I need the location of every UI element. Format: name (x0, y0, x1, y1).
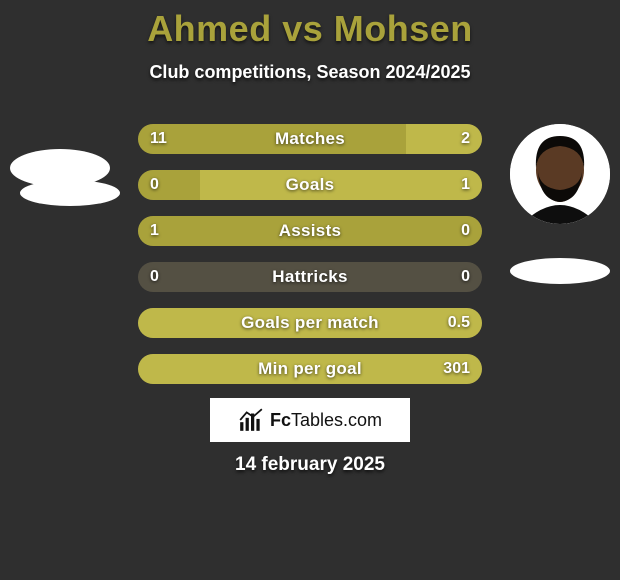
stat-row: Hattricks0 0 (138, 262, 482, 292)
stat-value-left: 1 (150, 216, 159, 246)
stat-label: Assists (138, 216, 482, 246)
stat-value-right: 0.5 (448, 308, 470, 338)
vs-word: vs (282, 8, 323, 49)
player-right-name: Mohsen (334, 8, 473, 49)
logo-text-c: .com (343, 410, 382, 430)
stat-value-left: 11 (150, 124, 167, 154)
stat-label: Hattricks (138, 262, 482, 292)
stat-label: Goals per match (138, 308, 482, 338)
stat-row: Goals0 1 (138, 170, 482, 200)
subtitle: Club competitions, Season 2024/2025 (0, 62, 620, 83)
site-logo: FcTables.com (210, 398, 410, 442)
stat-label: Matches (138, 124, 482, 154)
stat-row: Min per goal301 (138, 354, 482, 384)
stat-label: Min per goal (138, 354, 482, 384)
avatar-right (510, 124, 610, 224)
logo-text-b: Tables (291, 410, 343, 430)
infographic-stage: Ahmed vs Mohsen Club competitions, Seaso… (0, 0, 620, 580)
stat-row: Goals per match0.5 (138, 308, 482, 338)
stat-value-left: 0 (150, 170, 159, 200)
stat-value-right: 0 (461, 216, 470, 246)
stat-value-right: 0 (461, 262, 470, 292)
stat-bars: Matches112Goals01Assists10Hattricks00Goa… (138, 124, 482, 400)
stat-value-right: 2 (461, 124, 470, 154)
page-title: Ahmed vs Mohsen (0, 0, 620, 50)
club-badge-right-placeholder (510, 258, 610, 284)
date-label: 14 february 2025 (0, 454, 620, 476)
logo-text-a: Fc (270, 410, 291, 430)
avatar-right-illustration (510, 124, 610, 224)
club-badge-left-placeholder (20, 180, 120, 206)
stat-value-right: 1 (461, 170, 470, 200)
chart-icon (238, 407, 264, 433)
stat-row: Matches11 2 (138, 124, 482, 154)
player-left-name: Ahmed (147, 8, 272, 49)
stat-value-right: 301 (443, 354, 470, 384)
stat-label: Goals (138, 170, 482, 200)
stat-row: Assists1 0 (138, 216, 482, 246)
stat-value-left: 0 (150, 262, 159, 292)
